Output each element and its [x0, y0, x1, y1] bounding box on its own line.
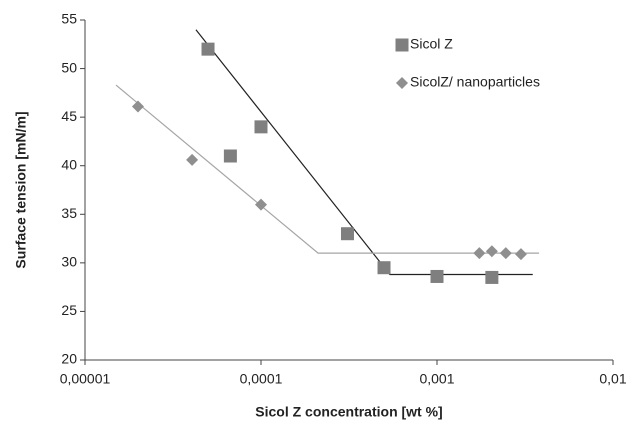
point: [514, 248, 527, 261]
trend-line: [195, 29, 533, 276]
y-tick-label: 45: [61, 108, 77, 124]
point: [430, 269, 444, 283]
legend-label: Sicol Z: [410, 36, 453, 52]
y-axis-title: Surface tension [mN/m]: [13, 111, 29, 268]
x-tick-label: 0,00001: [60, 371, 111, 387]
point: [499, 247, 512, 260]
y-tick-label: 20: [61, 351, 77, 367]
point: [131, 100, 144, 113]
point: [223, 149, 237, 163]
point: [377, 261, 391, 275]
point: [255, 198, 267, 211]
point: [201, 42, 215, 56]
y-tick-label: 55: [61, 11, 77, 27]
y-tick-label: 30: [61, 254, 77, 270]
point: [186, 153, 199, 166]
y-tick-label: 35: [61, 205, 77, 221]
point: [340, 227, 354, 241]
legend-marker: [395, 38, 409, 52]
x-tick-label: 0,01: [599, 371, 626, 387]
y-tick-label: 25: [61, 302, 77, 318]
y-tick-label: 40: [61, 156, 77, 172]
y-tick-label: 50: [61, 59, 77, 75]
point: [254, 120, 268, 134]
legend-marker: [396, 77, 408, 89]
x-axis-title: Sicol Z concentration [wt %]: [255, 404, 442, 420]
point: [485, 245, 498, 258]
point: [473, 247, 486, 260]
legend-label: SicolZ/ nanoparticles: [410, 74, 540, 90]
trend-line: [115, 84, 540, 254]
x-tick-label: 0,0001: [240, 371, 283, 387]
point: [485, 270, 499, 284]
x-tick-label: 0,001: [419, 371, 454, 387]
